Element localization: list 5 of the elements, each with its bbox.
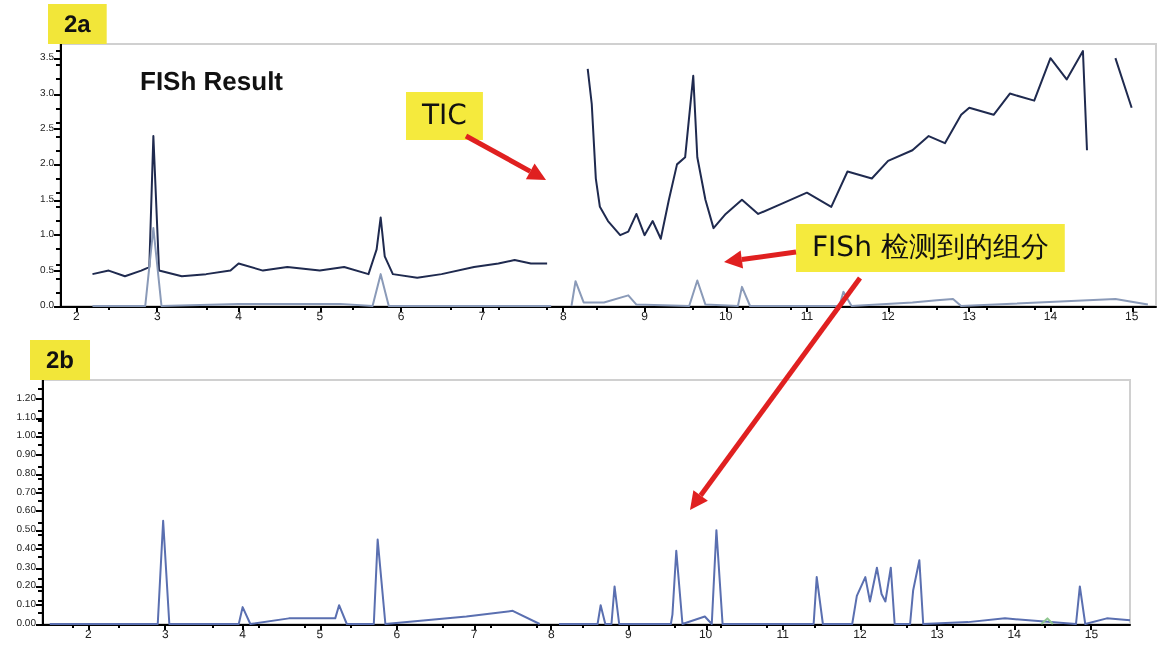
- chart-title: 2b: [46, 346, 75, 374]
- annotation: FISh 检测到的组分: [812, 232, 1049, 264]
- annotation: FISh Result: [140, 66, 285, 96]
- annotation: TIC: [420, 100, 468, 132]
- chart-title: 2a: [64, 10, 92, 38]
